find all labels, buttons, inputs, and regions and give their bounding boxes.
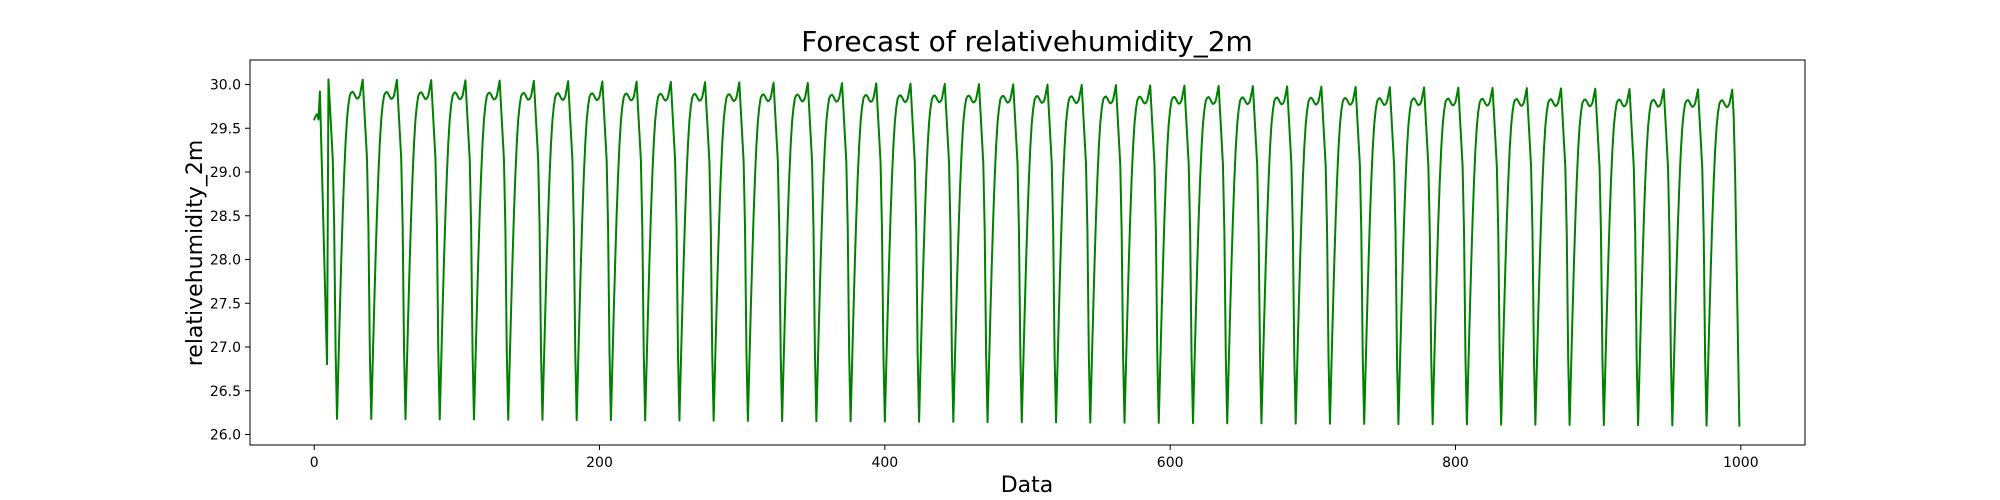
y-tick-label: 29.0 bbox=[210, 165, 241, 181]
x-axis-ticks: 0 200 400 600 800 1000 bbox=[310, 445, 1759, 471]
x-tick-label: 200 bbox=[586, 455, 613, 471]
x-tick-label: 600 bbox=[1157, 455, 1184, 471]
y-tick-label: 27.0 bbox=[210, 340, 241, 356]
x-tick-label: 400 bbox=[871, 455, 898, 471]
y-tick-label: 27.5 bbox=[210, 296, 241, 312]
y-tick-label: 28.0 bbox=[210, 253, 241, 269]
x-tick-label: 0 bbox=[310, 455, 319, 471]
y-axis-ticks: 26.0 26.5 27.0 27.5 28.0 28.5 29.0 29.5 30.0 bbox=[210, 78, 250, 444]
x-tick-label: 1000 bbox=[1723, 455, 1759, 471]
y-tick-label: 26.0 bbox=[210, 428, 241, 444]
series-line-relativehumidity bbox=[313, 78, 1741, 427]
y-tick-label: 28.5 bbox=[210, 209, 241, 225]
chart-title: Forecast of relativehumidity_2m bbox=[801, 25, 1253, 58]
plot-area-frame bbox=[249, 59, 1806, 446]
x-tick-label: 800 bbox=[1442, 455, 1469, 471]
x-axis-label: Data bbox=[1001, 473, 1054, 498]
y-tick-label: 26.5 bbox=[210, 384, 241, 400]
y-tick-label: 29.5 bbox=[210, 121, 241, 137]
y-tick-label: 30.0 bbox=[210, 78, 241, 94]
y-axis-label: relativehumidity_2m bbox=[183, 140, 208, 367]
